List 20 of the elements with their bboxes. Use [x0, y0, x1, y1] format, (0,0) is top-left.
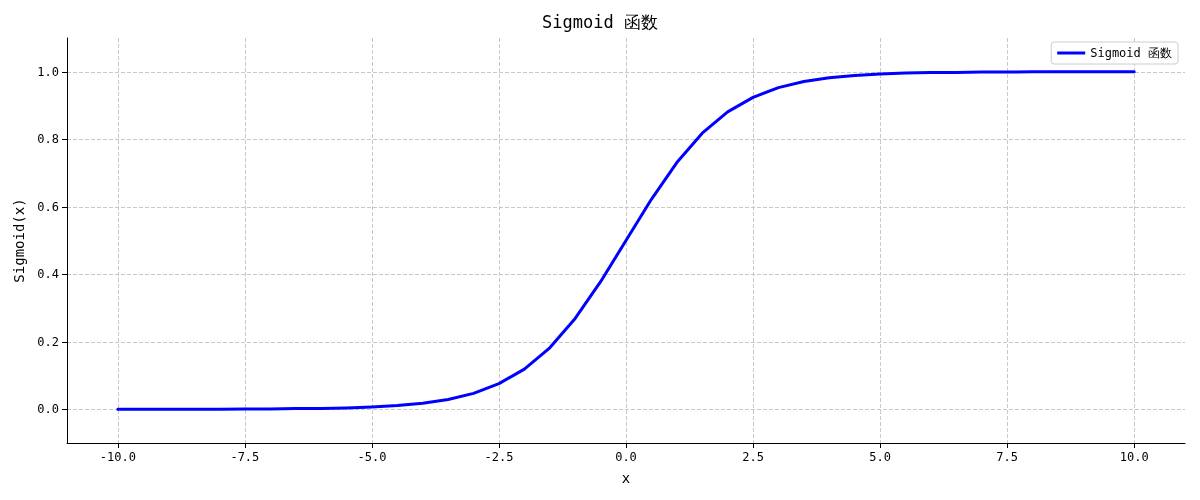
x-tick-label: 10.0 — [1119, 450, 1149, 464]
x-tick-label: 2.5 — [742, 450, 764, 464]
x-tick-label: -5.0 — [357, 450, 387, 464]
x-tick-label: -2.5 — [484, 450, 514, 464]
x-axis-title: x — [621, 470, 631, 486]
x-tick-label: -10.0 — [99, 450, 136, 464]
y-tick-label: 0.6 — [37, 199, 59, 214]
y-tick-label: 0.4 — [37, 267, 59, 282]
x-tick-label: 7.5 — [996, 450, 1018, 464]
y-tick-label: 0.0 — [37, 402, 59, 417]
chart-title: Sigmoid 函数 — [542, 11, 658, 32]
line-series — [116, 70, 1136, 411]
x-tick-label: -7.5 — [230, 450, 260, 464]
x-tick-label: 0.0 — [615, 450, 637, 464]
y-tick-label: 1.0 — [37, 64, 59, 79]
x-tick-label: 5.0 — [869, 450, 891, 464]
legend-label: Sigmoid 函数 — [1090, 46, 1172, 60]
y-tick-label: 0.2 — [37, 334, 59, 349]
y-axis-title: Sigmoid(x) — [11, 198, 28, 283]
y-tick-label: 0.8 — [37, 132, 59, 147]
